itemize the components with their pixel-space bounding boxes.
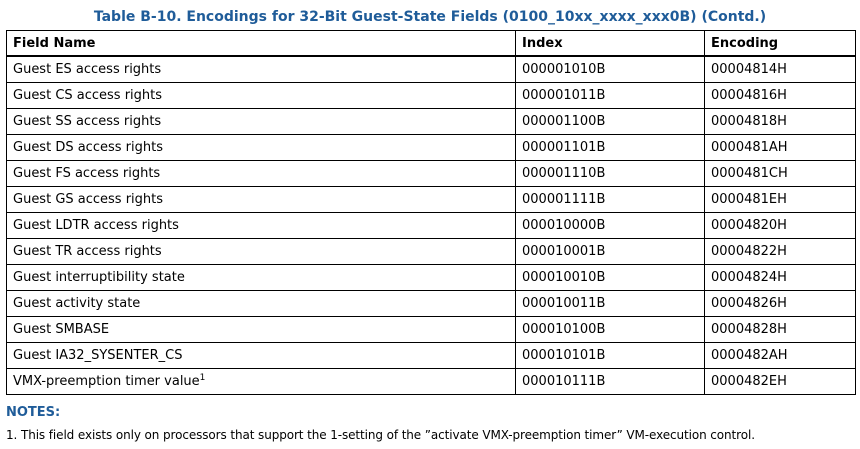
table-header-row: Field Name Index Encoding <box>6 30 856 57</box>
field-name-cell: Guest interruptibility state <box>6 264 516 291</box>
index-cell: 000001110B <box>515 160 705 187</box>
column-header-field-name: Field Name <box>6 30 516 57</box>
index-cell: 000010111B <box>515 368 705 395</box>
index-cell: 000010011B <box>515 290 705 317</box>
table-row: Guest ES access rights 000001010B 000048… <box>6 55 856 83</box>
index-cell: 000001011B <box>515 82 705 109</box>
index-cell: 000001010B <box>515 55 705 83</box>
index-cell: 000010010B <box>515 264 705 291</box>
field-name-cell: Guest SS access rights <box>6 108 516 135</box>
index-cell: 000010000B <box>515 212 705 239</box>
field-name-cell: Guest DS access rights <box>6 134 516 161</box>
field-name-cell: Guest GS access rights <box>6 186 516 213</box>
encoding-cell: 00004822H <box>704 238 856 265</box>
encoding-cell: 0000482AH <box>704 342 856 369</box>
table-row: Guest CS access rights 000001011B 000048… <box>6 82 856 109</box>
column-header-encoding: Encoding <box>704 30 856 57</box>
index-cell: 000010001B <box>515 238 705 265</box>
encoding-cell: 0000481EH <box>704 186 856 213</box>
index-cell: 000010100B <box>515 316 705 343</box>
encoding-cell: 00004816H <box>704 82 856 109</box>
index-cell: 000010101B <box>515 342 705 369</box>
table-row: Guest FS access rights 000001110B 000048… <box>6 160 856 187</box>
notes-heading: NOTES: <box>6 405 61 420</box>
field-name-cell: Guest SMBASE <box>6 316 516 343</box>
field-name-cell: Guest ES access rights <box>6 55 516 83</box>
index-cell: 000001100B <box>515 108 705 135</box>
encoding-cell: 0000481CH <box>704 160 856 187</box>
field-name-cell: Guest TR access rights <box>6 238 516 265</box>
table-row: Guest activity state 000010011B 00004826… <box>6 290 856 317</box>
field-name-text: VMX-preemption timer value <box>13 374 200 389</box>
index-cell: 000001111B <box>515 186 705 213</box>
table-row: Guest interruptibility state 000010010B … <box>6 264 856 291</box>
table-caption: Table B-10. Encodings for 32-Bit Guest-S… <box>93 9 767 25</box>
table-row: Guest LDTR access rights 000010000B 0000… <box>6 212 856 239</box>
index-cell: 000001101B <box>515 134 705 161</box>
field-name-cell: Guest activity state <box>6 290 516 317</box>
column-header-index: Index <box>515 30 705 57</box>
encoding-cell: 00004818H <box>704 108 856 135</box>
field-name-cell: Guest LDTR access rights <box>6 212 516 239</box>
table-row: Guest SMBASE 000010100B 00004828H <box>6 316 856 343</box>
table-row: VMX-preemption timer value1 000010111B 0… <box>6 368 856 395</box>
encodings-table: Field Name Index Encoding Guest ES acces… <box>6 30 856 395</box>
field-name-cell: Guest FS access rights <box>6 160 516 187</box>
encoding-cell: 00004824H <box>704 264 856 291</box>
footnote-text: 1. This field exists only on processors … <box>6 428 755 442</box>
table-row: Guest IA32_SYSENTER_CS 000010101B 000048… <box>6 342 856 369</box>
table-row: Guest TR access rights 000010001B 000048… <box>6 238 856 265</box>
table-row: Guest DS access rights 000001101B 000048… <box>6 134 856 161</box>
encoding-cell: 00004814H <box>704 55 856 83</box>
encoding-cell: 0000482EH <box>704 368 856 395</box>
encoding-cell: 0000481AH <box>704 134 856 161</box>
encoding-cell: 00004820H <box>704 212 856 239</box>
field-name-cell: Guest CS access rights <box>6 82 516 109</box>
table-row: Guest SS access rights 000001100B 000048… <box>6 108 856 135</box>
footnote-marker: 1 <box>199 373 206 383</box>
encoding-cell: 00004828H <box>704 316 856 343</box>
encoding-cell: 00004826H <box>704 290 856 317</box>
field-name-cell: Guest IA32_SYSENTER_CS <box>6 342 516 369</box>
table-row: Guest GS access rights 000001111B 000048… <box>6 186 856 213</box>
field-name-cell: VMX-preemption timer value1 <box>6 368 516 395</box>
